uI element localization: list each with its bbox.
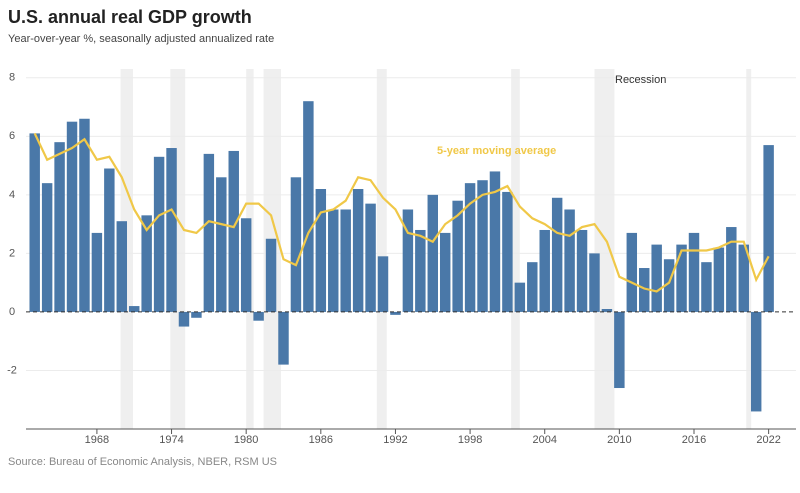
bar	[514, 282, 526, 312]
recession-label: Recession	[615, 74, 666, 86]
moving-average-line	[33, 132, 770, 293]
bar	[452, 200, 463, 312]
bar	[527, 262, 538, 312]
bar	[676, 244, 687, 312]
bar	[713, 247, 725, 312]
y-tick-label: 2	[9, 247, 15, 259]
y-tick-label: 6	[9, 130, 15, 142]
bar	[340, 209, 351, 312]
y-tick-label: 4	[9, 189, 15, 201]
x-tick-label: 2016	[682, 434, 706, 446]
bar	[352, 189, 364, 312]
bar	[738, 244, 749, 312]
bar	[278, 311, 289, 365]
bar	[651, 244, 662, 312]
bar	[639, 268, 650, 312]
bar	[29, 133, 40, 312]
chart-title: U.S. annual real GDP growth	[8, 7, 252, 27]
bar	[216, 177, 227, 312]
source-note: Source: Bureau of Economic Analysis, NBE…	[8, 456, 277, 468]
recession-band	[376, 69, 387, 429]
y-tick-label: 0	[9, 306, 15, 318]
bar	[41, 183, 53, 312]
bar	[54, 142, 65, 312]
bar	[79, 118, 90, 312]
bar	[763, 145, 774, 312]
bar	[489, 171, 501, 312]
bar	[688, 232, 700, 312]
chart-subtitle: Year-over-year %, seasonally adjusted an…	[8, 33, 274, 45]
line-label: 5-year moving average	[437, 145, 556, 157]
bar	[564, 209, 575, 312]
bar	[315, 189, 327, 312]
bar	[502, 191, 513, 312]
bar	[427, 194, 438, 312]
bar	[539, 229, 550, 312]
bar	[191, 311, 202, 318]
bar	[377, 256, 389, 312]
x-tick-label: 1986	[309, 434, 333, 446]
bar	[228, 150, 239, 312]
y-tick-label: 8	[9, 72, 15, 84]
bar	[576, 229, 588, 312]
bar	[726, 227, 737, 312]
bar	[328, 209, 339, 312]
bar	[402, 209, 414, 312]
x-tick-label: 1968	[85, 434, 109, 446]
bar	[166, 148, 177, 312]
bar	[614, 311, 625, 389]
recession-band	[511, 69, 520, 429]
bar	[701, 262, 712, 312]
recession-band	[594, 69, 615, 429]
bar	[290, 177, 302, 312]
bar	[116, 221, 128, 312]
bar	[551, 197, 563, 312]
bar	[265, 238, 277, 312]
x-tick-label: 2004	[532, 434, 556, 446]
y-tick-label: -2	[7, 364, 17, 376]
bar	[253, 311, 264, 321]
bar	[91, 232, 103, 312]
bar	[750, 311, 762, 412]
bar	[439, 232, 451, 312]
bar	[128, 306, 140, 312]
bar	[477, 180, 488, 312]
bar	[203, 153, 215, 312]
x-tick-label: 1992	[383, 434, 407, 446]
bar	[104, 168, 115, 312]
bar	[663, 259, 675, 312]
bar	[153, 156, 165, 312]
bar	[415, 229, 426, 312]
bar	[240, 218, 252, 312]
bar	[601, 309, 613, 312]
x-tick-label: 2022	[756, 434, 780, 446]
bar	[66, 121, 78, 312]
bar	[365, 203, 376, 312]
bar	[390, 311, 401, 315]
bar	[589, 253, 600, 312]
bar	[178, 311, 190, 327]
x-tick-label: 1980	[234, 434, 258, 446]
bar	[464, 183, 476, 312]
x-tick-label: 1974	[159, 434, 183, 446]
bar	[626, 232, 638, 312]
x-tick-label: 1998	[458, 434, 482, 446]
bar	[303, 101, 314, 312]
x-tick-label: 2010	[607, 434, 631, 446]
bar	[141, 215, 152, 312]
